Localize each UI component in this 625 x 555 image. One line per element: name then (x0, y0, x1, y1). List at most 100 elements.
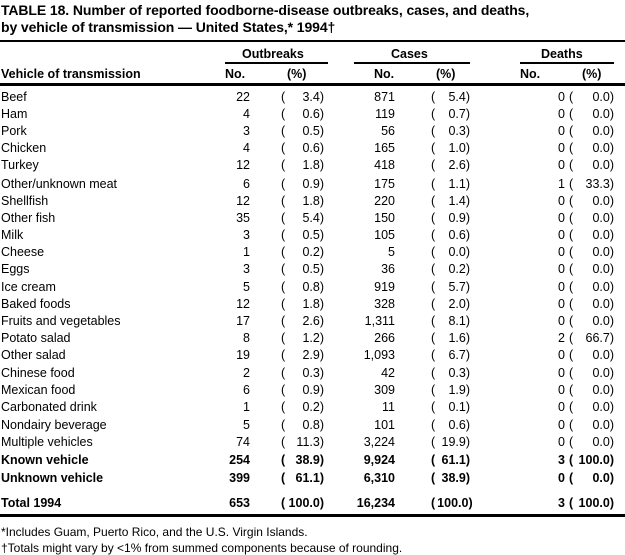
pct-value: 0.9) (302, 177, 324, 191)
pct-value: 1.6) (448, 331, 470, 345)
paren-open: ( (281, 194, 286, 208)
paren-open: ( (431, 348, 436, 362)
paren-open: ( (431, 418, 436, 432)
paren-open: ( (281, 245, 286, 259)
vehicle-cell: Multiple vehicles (1, 435, 93, 449)
pct-value: 0.0) (592, 366, 614, 380)
vehicle-cell: Pork (1, 124, 27, 138)
table-row: Eggs 3 36 0(0.5)(0.2)(0.0) (0, 262, 625, 279)
cases-pct-cell: (100.0) (431, 496, 473, 510)
pct-value: 5.4) (448, 90, 470, 104)
cases-no-cell: 105 (374, 228, 395, 242)
cases-pct-cell: (0.9) (431, 211, 470, 225)
cases-pct-cell: (0.0) (431, 245, 470, 259)
outbreaks-underline (225, 62, 328, 64)
cases-pct-cell: (61.1) (431, 453, 470, 467)
cases-pct-cell: (1.1) (431, 177, 470, 191)
outbreaks-pct-cell: (2.9) (281, 348, 324, 362)
paren-open: ( (431, 496, 436, 510)
paren-open: ( (281, 314, 286, 328)
vehicle-cell: Potato salad (1, 331, 71, 345)
outbreaks-pct-cell: (61.1) (281, 471, 324, 485)
pct-value: 11.3) (296, 435, 324, 449)
paren-open: ( (431, 245, 436, 259)
cases-pct-cell: (0.3) (431, 124, 470, 138)
cases-pct-cell: (0.6) (431, 418, 470, 432)
cases-no-cell: 1,311 (364, 314, 395, 328)
vehicle-cell: Baked foods (1, 297, 71, 311)
header-cases: Cases (391, 47, 428, 61)
outbreaks-pct-cell: (0.2) (281, 400, 324, 414)
outbreaks-no-cell: 3 (243, 262, 250, 276)
paren-open: ( (281, 141, 286, 155)
pct-value: 100.0) (578, 496, 614, 510)
cases-no-cell: 175 (374, 177, 395, 191)
paren-open: ( (431, 314, 436, 328)
cases-no-cell: 11 (382, 400, 395, 414)
outbreaks-pct-cell: (100.0) (281, 496, 324, 510)
deaths-no-cell: 0 (558, 90, 565, 104)
table-row: Mexican food 6 309 0(0.9)(1.9)(0.0) (0, 383, 625, 400)
paren-open: ( (569, 331, 574, 345)
outbreaks-no-cell: 3 (243, 124, 250, 138)
pct-value: 6.7) (448, 348, 470, 362)
cases-no-cell: 6,310 (363, 471, 395, 485)
header-outbreaks-pct: (%) (287, 67, 307, 81)
cases-no-cell: 1,093 (363, 348, 395, 362)
vehicle-cell: Unknown vehicle (1, 471, 104, 485)
pct-value: 0.3) (302, 366, 324, 380)
pct-value: 61.1) (295, 471, 325, 485)
outbreaks-pct-cell: (0.2) (281, 245, 324, 259)
paren-open: ( (431, 435, 436, 449)
deaths-pct-cell: (0.0) (569, 141, 614, 155)
outbreaks-pct-cell: (0.9) (281, 177, 324, 191)
vehicle-cell: Beef (1, 90, 27, 104)
total-row: Total 1994 653 16,234 3(100.0)(100.0)(100.0… (0, 496, 625, 513)
paren-open: ( (569, 177, 574, 191)
cases-no-cell: 418 (374, 158, 395, 172)
vehicle-cell: Other fish (1, 211, 56, 225)
deaths-no-cell: 0 (558, 211, 565, 225)
header-deaths-no: No. (520, 67, 541, 81)
paren-open: ( (281, 280, 286, 294)
cases-pct-cell: (6.7) (431, 348, 470, 362)
deaths-no-cell: 1 (558, 177, 565, 191)
deaths-no-cell: 3 (558, 453, 565, 467)
deaths-pct-cell: (0.0) (569, 158, 614, 172)
paren-open: ( (281, 107, 286, 121)
table-row: Other/unknown meat 6 175 1(0.9)(1.1)(33.3) (0, 177, 625, 194)
paren-open: ( (431, 228, 436, 242)
pct-value: 5.4) (302, 211, 324, 225)
cases-no-cell: 165 (374, 141, 395, 155)
outbreaks-no-cell: 3 (243, 228, 250, 242)
table-row: Unknown vehicle 399 6,310 0(61.1)(38.9)(0.0… (0, 471, 625, 488)
paren-open: ( (281, 435, 286, 449)
outbreaks-pct-cell: (0.8) (281, 418, 324, 432)
paren-open: ( (431, 211, 436, 225)
paren-open: ( (431, 90, 436, 104)
vehicle-cell: Milk (1, 228, 24, 242)
cases-pct-cell: (0.3) (431, 366, 470, 380)
paren-open: ( (569, 211, 574, 225)
vehicle-cell: Ham (1, 107, 28, 121)
top-rule (0, 40, 625, 42)
pct-value: 61.1) (441, 453, 471, 467)
deaths-pct-cell: (0.0) (569, 194, 614, 208)
deaths-no-cell: 0 (558, 400, 565, 414)
outbreaks-no-cell: 5 (243, 280, 250, 294)
deaths-pct-cell: (0.0) (569, 211, 614, 225)
pct-value: 100.0) (288, 496, 324, 510)
deaths-no-cell: 0 (558, 418, 565, 432)
deaths-pct-cell: (0.0) (569, 107, 614, 121)
table-row: Known vehicle 254 9,924 3(38.9)(61.1)(100.0… (0, 453, 625, 470)
pct-value: 0.6) (448, 418, 470, 432)
outbreaks-no-cell: 8 (243, 331, 250, 345)
cases-no-cell: 919 (374, 280, 395, 294)
vehicle-cell: Known vehicle (1, 453, 89, 467)
outbreaks-no-cell: 254 (229, 453, 250, 467)
paren-open: ( (569, 314, 574, 328)
pct-value: 0.0) (592, 471, 614, 485)
deaths-no-cell: 0 (558, 435, 565, 449)
outbreaks-no-cell: 5 (243, 418, 250, 432)
paren-open: ( (569, 280, 574, 294)
